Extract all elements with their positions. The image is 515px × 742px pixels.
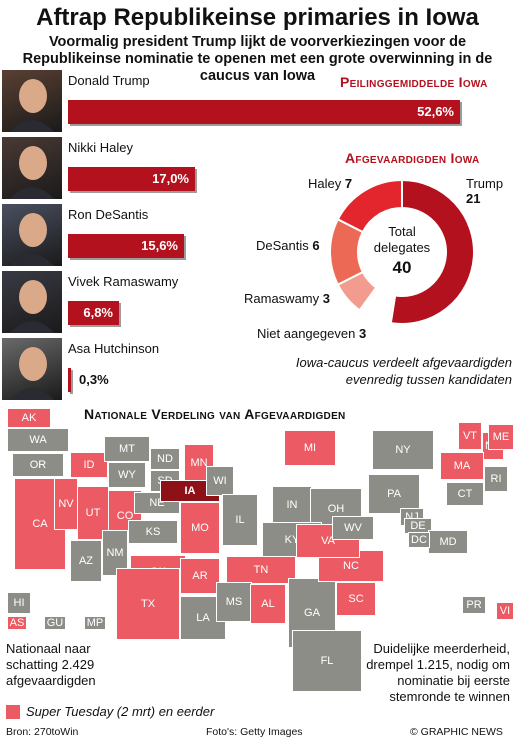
state-nd: ND (150, 448, 180, 470)
hutchinson-portrait (2, 338, 62, 400)
state-ks: KS (128, 520, 178, 544)
state-in: IN (272, 486, 312, 524)
donut-label-trump-name: Trump (466, 176, 504, 191)
candidate-name: Donald Trump (68, 73, 150, 88)
donut-label-undeclared-count: 3 (358, 326, 367, 341)
legend-swatch (6, 705, 20, 719)
state-pr: PR (462, 596, 486, 614)
state-il: IL (222, 494, 258, 546)
state-as: AS (7, 616, 27, 630)
state-tn: TN (226, 556, 296, 584)
state-vi: VI (496, 602, 514, 620)
legend-label: Super Tuesday (2 mrt) en eerder (26, 704, 215, 719)
donut-label-desantis: DeSantis 6 (256, 238, 320, 253)
ramaswamy-portrait (2, 271, 62, 333)
national-note: Nationaal naar schatting 2.429 afgevaard… (6, 641, 96, 688)
state-wy: WY (108, 462, 146, 488)
donut-label-undeclared: Niet aangegeven 3 (257, 326, 366, 341)
state-ct: CT (446, 482, 484, 506)
donut-label-trump-count: 21 (466, 191, 481, 206)
state-ny: NY (372, 430, 434, 470)
state-wi: WI (206, 466, 234, 496)
candidate-name: Ron DeSantis (68, 207, 149, 222)
poll-bar (68, 100, 460, 124)
donut-label-ramaswamy-name: Ramaswamy (244, 291, 320, 306)
donut-slice (336, 178, 403, 234)
state-sc: SC (336, 582, 376, 616)
candidate-name: Vivek Ramaswamy (68, 274, 179, 289)
donut-label-ramaswamy-count: 3 (322, 291, 330, 306)
donut-center-delegates-label: delegates (374, 240, 431, 255)
state-ms: MS (216, 582, 252, 622)
state-mn: MN (184, 444, 214, 482)
map-heading: Nationale Verdeling van Afgevaardigden (84, 406, 346, 422)
donut-center-total-label: Total (388, 224, 416, 239)
page-title: Aftrap Republikeinse primaries in Iowa (36, 4, 479, 31)
state-nv: NV (54, 478, 78, 530)
candidate-name: Asa Hutchinson (68, 341, 160, 356)
state-az: AZ (70, 540, 102, 582)
donut-label-haley-count: 7 (344, 176, 353, 191)
donut-label-desantis-name: DeSantis (256, 238, 309, 253)
state-ia: IA (160, 480, 220, 502)
state-hi: HI (7, 592, 31, 614)
trump-portrait (2, 70, 62, 132)
state-vt: VT (458, 422, 482, 450)
donut-label-haley: Haley 7 (308, 176, 352, 191)
state-ma: MA (440, 452, 484, 480)
state-or: OR (12, 453, 64, 477)
state-mt: MT (104, 436, 150, 462)
state-wa: WA (7, 428, 69, 452)
state-me: ME (488, 424, 514, 450)
state-mi: MI (284, 430, 336, 466)
state-md: MD (428, 530, 468, 554)
majority-note: Duidelijke meerderheid, drempel 1.215, n… (366, 641, 510, 704)
state-ar: AR (180, 558, 220, 594)
donut-label-desantis-count: 6 (312, 238, 320, 253)
poll-bar (68, 234, 184, 258)
poll-bar-label: 17,0% (152, 171, 189, 186)
poll-bar (68, 167, 195, 191)
state-al: AL (250, 584, 286, 624)
state-tx: TX (116, 568, 180, 640)
haley-portrait (2, 137, 62, 199)
state-fl: FL (292, 630, 362, 692)
delegates-donut: Total delegates 40 (329, 178, 475, 325)
state-mp: MP (84, 616, 106, 630)
poll-bar (68, 368, 71, 392)
source-credit: Bron: 270toWin (6, 726, 79, 738)
poll-bar (68, 301, 119, 325)
state-ak: AK (7, 408, 51, 428)
poll-bar-label: 15,6% (141, 238, 178, 253)
state-ri: RI (484, 466, 508, 492)
poll-bar-label: 52,6% (417, 104, 454, 119)
poll-bar-label: 6,8% (83, 305, 113, 320)
page-subtitle: Voormalig president Trump lijkt de voorv… (22, 34, 493, 84)
donut-label-ramaswamy: Ramaswamy 3 (244, 291, 330, 306)
state-nm: NM (102, 530, 128, 576)
donut-slice (389, 178, 475, 325)
delegates-heading: Afgevaardigden Iowa (345, 150, 480, 166)
copyright: © GRAPHIC NEWS (410, 726, 503, 738)
photo-credit: Foto's: Getty Images (206, 726, 303, 738)
donut-label-haley-name: Haley (308, 176, 342, 191)
candidate-name: Nikki Haley (68, 140, 134, 155)
state-id: ID (70, 452, 108, 478)
state-pa: PA (368, 474, 420, 514)
desantis-portrait (2, 204, 62, 266)
state-dc: DC (408, 532, 430, 548)
state-de: DE (404, 518, 432, 534)
state-wv: WV (332, 516, 374, 540)
donut-label-trump: Trump 21 (466, 176, 503, 206)
poll-bar-label: 0,3% (79, 372, 109, 387)
state-mo: MO (180, 502, 220, 554)
poll-heading: Peilinggemiddelde Iowa (340, 74, 488, 90)
state-gu: GU (44, 616, 66, 630)
caucus-note: Iowa-caucus verdeelt afgevaardigden even… (295, 355, 512, 387)
donut-label-undeclared-name: Niet aangegeven (257, 326, 356, 341)
donut-center-total: 40 (393, 258, 412, 277)
